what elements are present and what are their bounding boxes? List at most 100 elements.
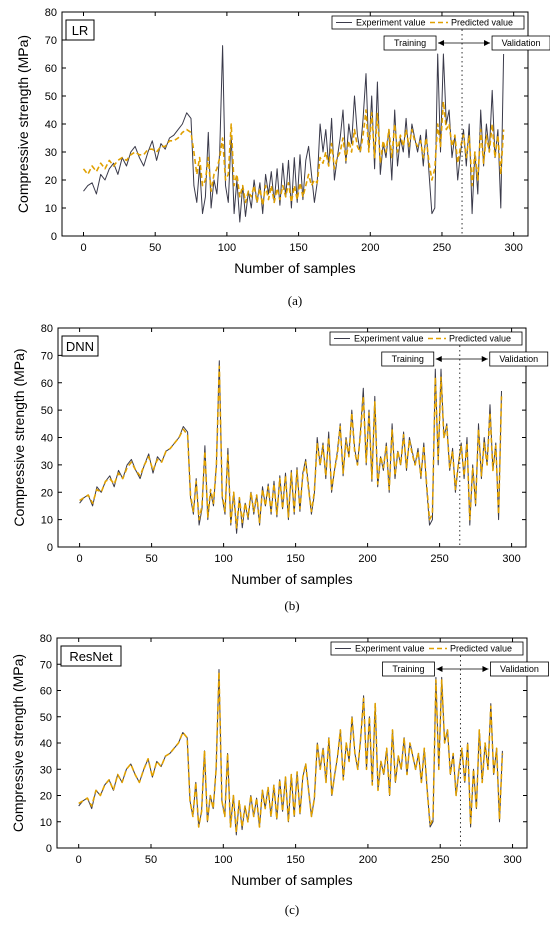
experiment-value-line — [79, 360, 502, 534]
plot-frame — [61, 11, 529, 237]
x-tick-label: 50 — [145, 854, 157, 866]
model-label-box — [61, 335, 99, 357]
validation-box — [489, 351, 549, 367]
arrow-right-icon — [482, 666, 489, 672]
y-tick-label: 10 — [45, 203, 57, 215]
x-tick-label: 150 — [286, 553, 304, 565]
legend-experiment-label: Experiment value — [356, 18, 426, 28]
x-tick-label: 0 — [77, 553, 83, 565]
x-tick-label: 100 — [214, 854, 232, 866]
training-label: Training — [394, 38, 426, 48]
chart-panel-dnn: 0 10 20 30 40 50 60 70 80 0 50 100 150 200 250 300 Numbe… — [11, 323, 549, 613]
predicted-value-line — [82, 100, 505, 206]
y-tick-label: 10 — [41, 515, 53, 527]
legend-predicted-label: Predicted value — [451, 18, 513, 28]
y-tick-label: 20 — [40, 791, 52, 803]
x-tick-label: 200 — [361, 242, 379, 254]
experiment-value-line — [83, 45, 505, 223]
x-tick-label: 150 — [289, 242, 307, 254]
legend-predicted-label: Predicted value — [450, 644, 512, 654]
x-tick-label: 200 — [358, 553, 376, 565]
x-tick-label: 250 — [433, 242, 451, 254]
y-tick-label: 40 — [45, 119, 57, 131]
y-tick-label: 70 — [45, 35, 57, 47]
x-tick-label: 50 — [145, 553, 157, 565]
model-label-box — [60, 645, 122, 667]
model-label-box — [65, 19, 95, 41]
y-tick-label: 30 — [45, 147, 57, 159]
y-tick-label: 80 — [45, 7, 57, 19]
y-tick-label: 0 — [46, 843, 52, 855]
legend-box — [329, 331, 523, 346]
x-tick-label: 100 — [214, 553, 232, 565]
panel-caption: (b) — [284, 598, 299, 613]
training-label: Training — [392, 354, 424, 364]
arrow-right-icon — [481, 356, 488, 362]
y-tick-label: 30 — [40, 764, 52, 776]
training-label: Training — [392, 664, 424, 674]
x-tick-label: 250 — [431, 854, 449, 866]
y-tick-label: 70 — [40, 659, 52, 671]
arrow-right-icon — [484, 40, 491, 46]
chart-panel-lr: 0 10 20 30 40 50 60 70 80 0 50 100 150 200 250 300 Numbe… — [15, 7, 550, 308]
y-tick-label: 50 — [45, 91, 57, 103]
panel-caption: (a) — [288, 293, 302, 308]
arrow-left-icon — [436, 666, 443, 672]
y-axis-title: Compressive strength (MPa) — [15, 35, 31, 213]
validation-box — [491, 35, 550, 51]
x-axis-title: Number of samples — [234, 260, 355, 276]
x-tick-label: 100 — [218, 242, 236, 254]
model-label: ResNet — [69, 649, 113, 664]
predicted-value-line — [79, 365, 503, 529]
y-tick-label: 60 — [40, 686, 52, 698]
x-tick-label: 150 — [286, 854, 304, 866]
panel-caption: (c) — [285, 902, 299, 917]
y-tick-label: 50 — [40, 712, 52, 724]
y-tick-label: 70 — [41, 350, 53, 362]
legend-box — [331, 15, 525, 30]
predicted-value-line — [78, 671, 504, 834]
x-tick-label: 0 — [76, 854, 82, 866]
model-label: DNN — [66, 339, 94, 354]
y-tick-label: 0 — [51, 231, 57, 243]
y-axis-title: Compressive strength (MPa) — [11, 348, 27, 526]
x-tick-label: 300 — [504, 242, 522, 254]
y-tick-label: 20 — [41, 487, 53, 499]
y-tick-label: 20 — [45, 175, 57, 187]
chart-panel-resnet: 0 10 20 30 40 50 60 70 80 0 50 100 150 200 250 300 Numbe… — [10, 633, 549, 917]
plot-frame — [57, 327, 527, 548]
x-tick-label: 300 — [503, 854, 521, 866]
validation-label: Validation — [500, 664, 539, 674]
y-tick-label: 80 — [40, 633, 52, 645]
y-tick-label: 60 — [41, 378, 53, 390]
x-axis-title: Number of samples — [231, 872, 352, 888]
x-axis-title: Number of samples — [231, 571, 352, 587]
training-box — [381, 351, 435, 367]
x-tick-label: 0 — [80, 242, 86, 254]
validation-label: Validation — [502, 38, 541, 48]
training-box — [383, 35, 437, 51]
x-tick-label: 200 — [359, 854, 377, 866]
arrow-left-icon — [438, 40, 445, 46]
model-label: LR — [72, 23, 89, 38]
legend-experiment-label: Experiment value — [354, 334, 424, 344]
legend-experiment-label: Experiment value — [355, 644, 425, 654]
y-tick-label: 50 — [41, 405, 53, 417]
training-box — [382, 661, 435, 677]
y-tick-label: 0 — [47, 542, 53, 554]
plot-frame — [56, 637, 528, 849]
legend-box — [330, 641, 524, 656]
validation-label: Validation — [499, 354, 538, 364]
legend-predicted-label: Predicted value — [449, 334, 511, 344]
x-tick-label: 250 — [430, 553, 448, 565]
x-tick-label: 50 — [149, 242, 161, 254]
x-tick-label: 300 — [502, 553, 520, 565]
y-tick-label: 60 — [45, 63, 57, 75]
y-tick-label: 40 — [41, 433, 53, 445]
y-axis-title: Compressive strength (MPa) — [10, 654, 26, 832]
y-tick-label: 10 — [40, 817, 52, 829]
validation-box — [490, 661, 549, 677]
y-tick-label: 30 — [41, 460, 53, 472]
y-tick-label: 80 — [41, 323, 53, 335]
y-tick-label: 40 — [40, 738, 52, 750]
